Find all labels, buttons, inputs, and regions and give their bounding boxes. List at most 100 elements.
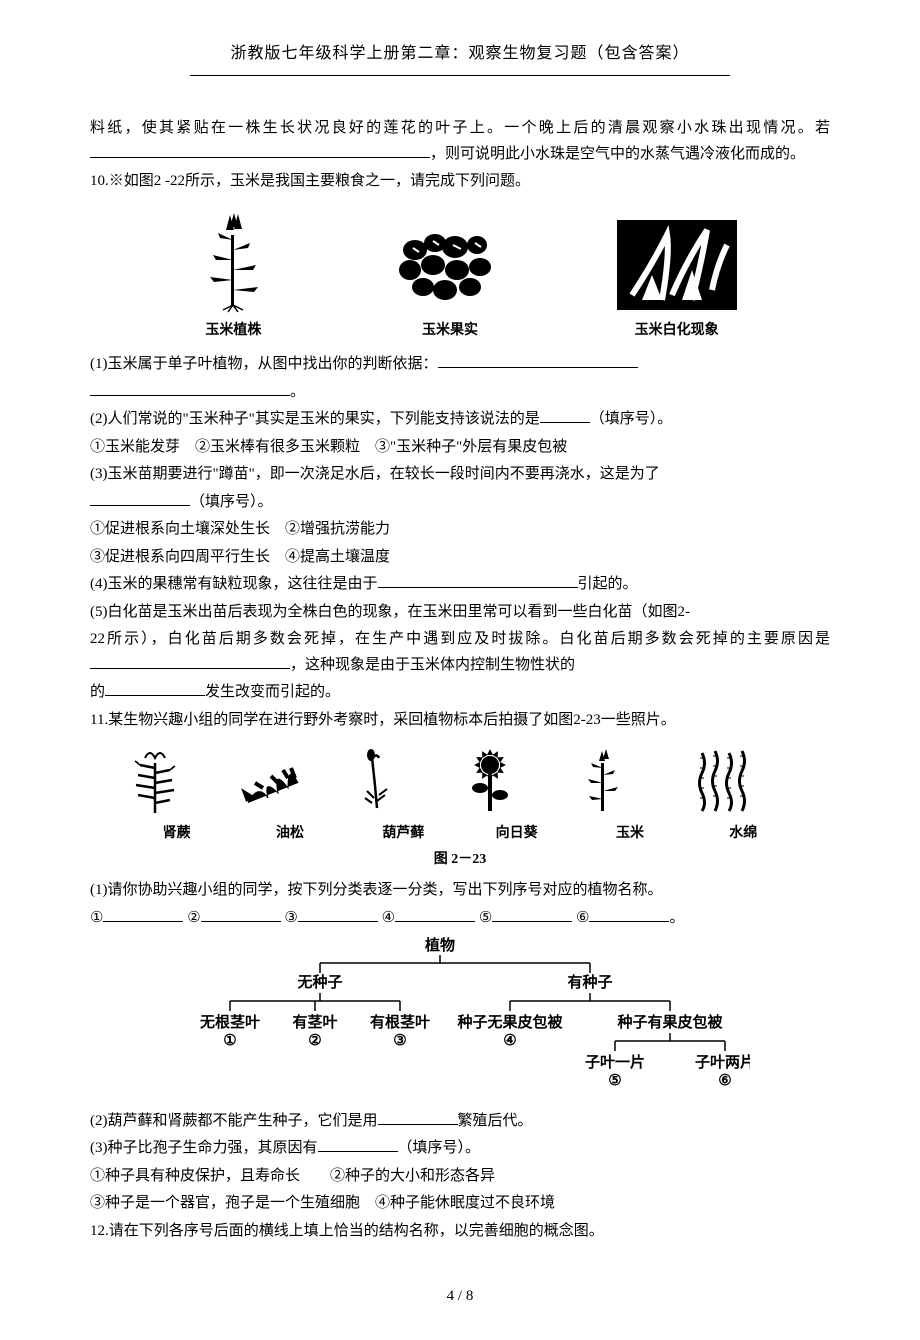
seq-num: ⑥ bbox=[576, 910, 589, 926]
q12: 12.请在下列各序号后面的横线上填上恰当的结构名称，以完善细胞的概念图。 bbox=[90, 1219, 830, 1245]
fill-blank[interactable] bbox=[395, 907, 475, 922]
q11-3: (3)种子比孢子生命力强，其原因有 （填序号）。 bbox=[90, 1136, 830, 1162]
figure-item: 肾蕨 bbox=[120, 743, 233, 846]
corn-image bbox=[573, 743, 633, 818]
text: (3)玉米苗期要进行"蹲苗"，即一次浇足水后，在较长一段时间内不要再浇水，这是为… bbox=[90, 466, 660, 482]
figure-caption: 玉米白化现象 bbox=[612, 319, 742, 343]
figure-item: 玉米白化现象 bbox=[612, 215, 742, 343]
text: （填序号）。 bbox=[398, 1140, 481, 1156]
figure-caption: 向日葵 bbox=[460, 822, 573, 846]
fill-blank[interactable] bbox=[378, 573, 578, 588]
figure-item: 水绵 bbox=[687, 743, 800, 846]
text: (2)人们常说的"玉米种子"其实是玉米的果实，下列能支持该说法的是 bbox=[90, 411, 540, 427]
svg-text:子叶一片: 子叶一片 bbox=[585, 1053, 645, 1071]
text: （填序号）。 bbox=[590, 411, 673, 427]
svg-text:④: ④ bbox=[503, 1033, 516, 1049]
moss-image bbox=[347, 743, 407, 818]
svg-text:有根茎叶: 有根茎叶 bbox=[370, 1013, 430, 1031]
q10-3-options-2: ③促进根系向四周平行生长 ④提高土壤温度 bbox=[90, 545, 830, 571]
text: 料纸，使其紧贴在一株生长状况良好的莲花的叶子上。一个晚上后的清晨观察小水珠出现情… bbox=[90, 120, 830, 136]
text: 繁殖后代。 bbox=[458, 1113, 533, 1129]
svg-text:⑤: ⑤ bbox=[608, 1073, 621, 1089]
seq-num: ① bbox=[90, 910, 103, 926]
pine-image bbox=[233, 743, 313, 818]
figure-caption: 肾蕨 bbox=[120, 822, 233, 846]
corn-albino-image bbox=[612, 215, 742, 315]
figure-item: 向日葵 bbox=[460, 743, 573, 846]
svg-text:①: ① bbox=[223, 1033, 236, 1049]
q10-3: (3)玉米苗期要进行"蹲苗"，即一次浇足水后，在较长一段时间内不要再浇水，这是为… bbox=[90, 462, 830, 488]
figure-label: 图 2－23 bbox=[90, 848, 830, 872]
q10-5a: (5)白化苗是玉米出苗后表现为全株白色的现象，在玉米田里常可以看到一些白化苗（如… bbox=[90, 600, 830, 626]
text: 发生改变而引起的。 bbox=[205, 684, 340, 700]
figure-2-22: 玉米植株 玉米果实 bbox=[130, 205, 790, 343]
figure-item: 葫芦藓 bbox=[347, 743, 460, 846]
text: 的 bbox=[90, 684, 105, 700]
fill-blank[interactable] bbox=[90, 381, 290, 396]
q10-2: (2)人们常说的"玉米种子"其实是玉米的果实，下列能支持该说法的是 （填序号）。 bbox=[90, 407, 830, 433]
figure-item: 玉米果实 bbox=[385, 215, 515, 343]
figure-2-23: 肾蕨 油松 葫芦藓 向日葵 玉米 bbox=[120, 743, 800, 846]
text: (2)葫芦藓和肾蕨都不能产生种子，它们是用 bbox=[90, 1113, 378, 1129]
q11-1: (1)请你协助兴趣小组的同学，按下列分类表逐一分类，写出下列序号对应的植物名称。 bbox=[90, 878, 830, 904]
fill-blank[interactable] bbox=[492, 907, 572, 922]
fill-blank[interactable] bbox=[201, 907, 281, 922]
fern-image bbox=[120, 743, 190, 818]
fill-blank[interactable] bbox=[540, 408, 590, 423]
q11-2: (2)葫芦藓和肾蕨都不能产生种子，它们是用 繁殖后代。 bbox=[90, 1109, 830, 1135]
svg-text:种子有果皮包被: 种子有果皮包被 bbox=[616, 1013, 723, 1031]
fill-blank[interactable] bbox=[90, 654, 290, 669]
spirogyra-image bbox=[687, 743, 757, 818]
figure-caption: 玉米 bbox=[573, 822, 686, 846]
fill-blank[interactable] bbox=[589, 907, 669, 922]
paragraph: 料纸，使其紧贴在一株生长状况良好的莲花的叶子上。一个晚上后的清晨观察小水珠出现情… bbox=[90, 116, 830, 167]
svg-text:种子无果皮包被: 种子无果皮包被 bbox=[456, 1013, 563, 1031]
seq-num: ⑤ bbox=[479, 910, 492, 926]
figure-item: 玉米植株 bbox=[178, 205, 288, 343]
q11-intro: 11.某生物兴趣小组的同学在进行野外考察时，采回植物标本后拍摄了如图2-23一些… bbox=[90, 708, 830, 734]
q10-5d: 的 发生改变而引起的。 bbox=[90, 680, 830, 706]
page-footer: 4 / 8 bbox=[90, 1284, 830, 1310]
fill-blank[interactable] bbox=[105, 681, 205, 696]
text: （填序号）。 bbox=[190, 494, 273, 510]
seq-num: ③ bbox=[284, 910, 297, 926]
text: ，这种现象是由于玉米体内控制生物性状的 bbox=[290, 657, 575, 673]
q11-3-opts2: ③种子是一个器官，孢子是一个生殖细胞 ④种子能休眠度过不良环境 bbox=[90, 1191, 830, 1217]
q11-3-opts1: ①种子具有种皮保护，且寿命长 ②种子的大小和形态各异 bbox=[90, 1164, 830, 1190]
classification-tree: 植物 无种子 有种子 无根茎叶 有茎叶 有根茎叶 ① ② ③ 种子无果皮包被 bbox=[170, 935, 750, 1105]
fill-blank[interactable] bbox=[90, 491, 190, 506]
text: (3)种子比孢子生命力强，其原因有 bbox=[90, 1140, 318, 1156]
sequence-blanks: ① ② ③ ④ ⑤ ⑥。 bbox=[90, 906, 830, 932]
text: (4)玉米的果穗常有缺粒现象，这往往是由于 bbox=[90, 576, 378, 592]
page-header: 浙教版七年级科学上册第二章：观察生物复习题（包含答案） bbox=[90, 40, 830, 73]
corn-plant-image bbox=[178, 205, 288, 315]
seq-num: ④ bbox=[382, 910, 395, 926]
svg-text:子叶两片: 子叶两片 bbox=[695, 1053, 750, 1071]
figure-item: 油松 bbox=[233, 743, 346, 846]
fill-blank[interactable] bbox=[90, 143, 430, 158]
tree-root: 植物 bbox=[425, 936, 455, 954]
text: ，则可说明此小水珠是空气中的水蒸气遇冷液化而成的。 bbox=[430, 146, 805, 162]
q10-5b: 22所示），白化苗后期多数会死掉，在生产中遇到应及时拔除。白化苗后期多数会死掉的… bbox=[90, 627, 830, 678]
fill-blank[interactable] bbox=[298, 907, 378, 922]
figure-item: 玉米 bbox=[573, 743, 686, 846]
svg-text:③: ③ bbox=[393, 1033, 406, 1049]
header-underline bbox=[190, 75, 730, 76]
seq-num: ② bbox=[187, 910, 200, 926]
figure-caption: 葫芦藓 bbox=[347, 822, 460, 846]
fill-blank[interactable] bbox=[318, 1137, 398, 1152]
svg-text:无根茎叶: 无根茎叶 bbox=[199, 1013, 260, 1031]
fill-blank[interactable] bbox=[378, 1110, 458, 1125]
fill-blank[interactable] bbox=[103, 907, 183, 922]
sunflower-image bbox=[460, 743, 520, 818]
q10-3-blank: （填序号）。 bbox=[90, 490, 830, 516]
fill-blank[interactable] bbox=[438, 353, 638, 368]
text: 引起的。 bbox=[578, 576, 638, 592]
q10-2-options: ①玉米能发芽 ②玉米棒有很多玉米颗粒 ③"玉米种子"外层有果皮包被 bbox=[90, 435, 830, 461]
svg-text:⑥: ⑥ bbox=[718, 1073, 731, 1089]
text: 22所示），白化苗后期多数会死掉，在生产中遇到应及时拔除。白化苗后期多数会死掉的… bbox=[90, 631, 830, 647]
q10-1-cont: 。 bbox=[90, 380, 830, 406]
svg-text:有种子: 有种子 bbox=[567, 973, 612, 991]
figure-caption: 水绵 bbox=[687, 822, 800, 846]
figure-caption: 玉米果实 bbox=[385, 319, 515, 343]
